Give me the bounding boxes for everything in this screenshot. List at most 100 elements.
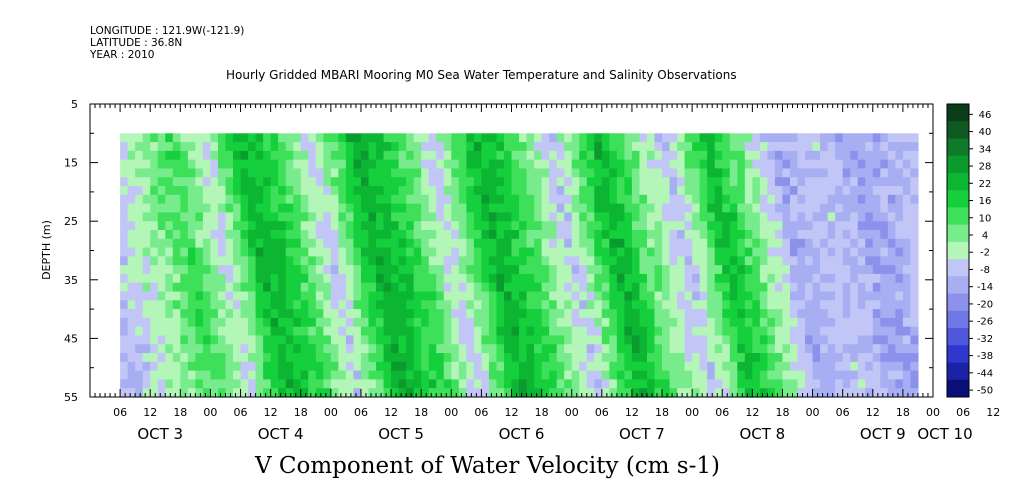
heatmap-cell — [398, 361, 407, 372]
heatmap-cell — [910, 353, 919, 363]
heatmap-cell — [571, 150, 580, 161]
heatmap-cell — [752, 344, 761, 354]
heatmap-cell — [601, 194, 610, 205]
colorbar-swatch — [947, 241, 969, 260]
heatmap-cell — [293, 256, 302, 266]
heatmap-cell — [210, 379, 219, 389]
heatmap-cell — [376, 265, 385, 275]
heatmap-cell — [692, 133, 701, 143]
heatmap-cell — [646, 186, 656, 196]
heatmap-cell — [120, 142, 129, 152]
heatmap-cell — [481, 335, 490, 345]
heatmap-cell — [692, 256, 701, 266]
heatmap-cell — [646, 142, 656, 152]
heatmap-cell — [624, 203, 633, 214]
heatmap-cell — [835, 317, 844, 328]
heatmap-cell — [594, 229, 603, 240]
heatmap-cell — [872, 186, 881, 196]
heatmap-cell — [428, 388, 437, 398]
heatmap-cell — [662, 335, 671, 345]
heatmap-cell — [263, 388, 272, 398]
heatmap-cell — [526, 150, 535, 161]
heatmap-cell — [142, 221, 151, 231]
heatmap-cell — [872, 361, 881, 372]
heatmap-cell — [579, 256, 588, 266]
heatmap-cell — [752, 317, 761, 328]
heatmap-cell — [127, 168, 136, 178]
heatmap-cell — [586, 344, 595, 354]
heatmap-cell — [255, 344, 264, 354]
heatmap-cell — [330, 203, 339, 214]
heatmap-cell — [624, 353, 633, 363]
heatmap-cell — [285, 300, 294, 310]
heatmap-cell — [368, 317, 377, 328]
heatmap-cell — [142, 229, 151, 240]
heatmap-cell — [443, 150, 452, 161]
heatmap-cell — [180, 361, 189, 372]
heatmap-cell — [263, 212, 272, 222]
heatmap-cell — [722, 194, 731, 205]
heatmap-cell — [263, 221, 272, 231]
x-hour-tick-label: 12 — [625, 406, 639, 419]
heatmap-cell — [654, 142, 663, 152]
heatmap-cell — [481, 326, 490, 337]
heatmap-cell — [827, 142, 836, 152]
heatmap-cell — [406, 177, 415, 187]
heatmap-cell — [353, 133, 362, 143]
heatmap-cell — [488, 265, 498, 275]
heatmap-cell — [488, 247, 498, 257]
x-day-label: OCT 10 — [917, 425, 972, 443]
heatmap-cell — [127, 177, 136, 187]
heatmap-cell — [872, 273, 881, 284]
heatmap-cell — [827, 379, 836, 389]
heatmap-cell — [707, 335, 716, 345]
colorbar-label: 16 — [979, 196, 992, 207]
heatmap-cell — [338, 291, 347, 301]
heatmap-cell — [609, 142, 618, 152]
heatmap-cell — [293, 194, 302, 205]
heatmap-cell — [496, 203, 505, 214]
heatmap-cell — [609, 212, 618, 222]
heatmap-cell — [285, 221, 294, 231]
heatmap-cell — [571, 203, 580, 214]
heatmap-cell — [503, 238, 513, 249]
heatmap-cell — [142, 177, 151, 187]
heatmap-cell — [436, 317, 445, 328]
heatmap-cell — [413, 159, 422, 170]
heatmap-cell — [383, 317, 392, 328]
heatmap-cell — [774, 186, 784, 196]
heatmap-cell — [278, 282, 287, 293]
heatmap-cell — [398, 238, 407, 249]
heatmap-cell — [270, 133, 279, 143]
heatmap-cell — [722, 221, 731, 231]
heatmap-cell — [142, 291, 151, 301]
heatmap-cell — [654, 256, 663, 266]
heatmap-cell — [233, 344, 242, 354]
heatmap-cell — [850, 133, 859, 143]
heatmap-cell — [413, 265, 422, 275]
heatmap-cell — [526, 177, 535, 187]
heatmap-cell — [609, 159, 618, 170]
heatmap-cell — [202, 326, 212, 337]
heatmap-cell — [180, 353, 189, 363]
heatmap-cell — [308, 335, 317, 345]
heatmap-cell — [488, 335, 498, 345]
heatmap-cell — [549, 370, 558, 381]
heatmap-cell — [752, 177, 761, 187]
heatmap-cell — [255, 221, 264, 231]
heatmap-cell — [774, 212, 784, 222]
heatmap-cell — [662, 344, 671, 354]
heatmap-cell — [345, 256, 355, 266]
heatmap-cell — [639, 326, 648, 337]
heatmap-cell — [872, 133, 881, 143]
heatmap-cell — [669, 335, 678, 345]
heatmap-cell — [549, 186, 558, 196]
heatmap-cell — [285, 388, 294, 398]
heatmap-cell — [910, 370, 919, 381]
heatmap-cell — [323, 247, 332, 257]
heatmap-cell — [127, 186, 136, 196]
heatmap-cell — [135, 353, 144, 363]
heatmap-cell — [579, 177, 588, 187]
heatmap-cell — [398, 177, 407, 187]
heatmap-cell — [812, 344, 821, 354]
